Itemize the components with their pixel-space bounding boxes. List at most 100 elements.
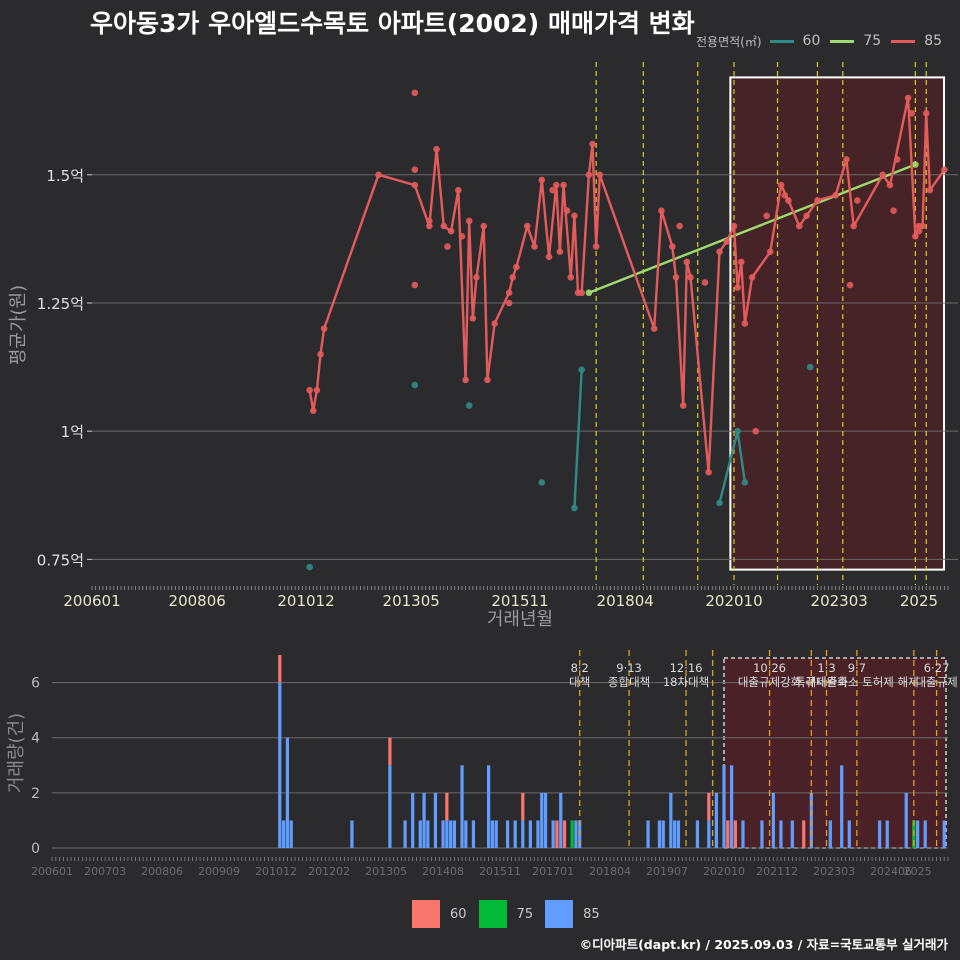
- legend-bottom-label-60: 60: [450, 906, 467, 922]
- series-85-point: [440, 222, 448, 230]
- x-axis-title: 거래년월: [487, 609, 553, 630]
- x-tick-label: 2025: [900, 592, 938, 610]
- volume-bar-60: [555, 820, 559, 848]
- policy-annotation-line: 대출규제강화: [738, 675, 802, 689]
- volume-x-tick-label: 201012: [255, 865, 297, 878]
- volume-x-tick-label: 200703: [84, 865, 126, 878]
- series-85-point: [444, 243, 451, 250]
- volume-bar-85: [460, 765, 464, 848]
- volume-bar-60: [726, 820, 730, 848]
- volume-bar-85: [494, 820, 498, 848]
- series-85-point: [912, 233, 919, 240]
- highlight-region: [729, 76, 945, 571]
- volume-x-tick-label: 200909: [198, 865, 240, 878]
- volume-bar-60: [802, 820, 806, 848]
- legend-bottom-swatch-75: [478, 900, 507, 928]
- volume-x-tick-label: 2025: [904, 865, 932, 878]
- series-85-point: [589, 140, 596, 148]
- volume-bar-60: [388, 737, 392, 766]
- y-tick-label: 1.5억: [46, 167, 84, 185]
- series-85-point: [890, 207, 897, 214]
- legend-bottom-item-60: 60: [412, 900, 467, 928]
- policy-annotation-line: 18차대책: [663, 675, 709, 689]
- volume-bar-85: [278, 682, 282, 848]
- volume-bar-85: [513, 820, 517, 848]
- volume-bar-85: [426, 820, 430, 848]
- volume-bar-85: [486, 765, 491, 848]
- series-85-point: [491, 320, 498, 327]
- series-85-point: [375, 171, 382, 179]
- x-tick-label: 202303: [811, 592, 868, 610]
- series-60-point: [806, 363, 814, 371]
- policy-annotation-line: 1·3: [817, 661, 835, 675]
- volume-bar-85: [676, 820, 681, 848]
- volume-bar-85: [285, 737, 290, 848]
- series-75-line: [588, 163, 916, 294]
- series-60-point: [571, 504, 578, 512]
- volume-bar-85: [673, 820, 677, 848]
- series-85-point: [908, 109, 916, 117]
- series-85-point: [585, 171, 593, 179]
- series-85-point: [505, 299, 513, 307]
- volume-x-tick-label: 201305: [365, 865, 407, 878]
- volume-bar-85: [441, 820, 445, 848]
- series-85-point: [687, 274, 694, 281]
- volume-bar-85: [885, 820, 889, 848]
- series-85-point: [484, 376, 491, 384]
- legend-line-60: [769, 39, 794, 43]
- series-85-point: [596, 171, 604, 179]
- series-85-point: [650, 325, 658, 332]
- x-tick-label: 201305: [383, 592, 440, 610]
- volume-x-tick-label: 202010: [703, 865, 745, 878]
- legend-bottom-swatch-85: [545, 900, 574, 928]
- series-85-point: [531, 243, 538, 250]
- volume-bar-60: [278, 655, 282, 683]
- series-60-point: [465, 402, 473, 409]
- volume-bar-85: [445, 820, 449, 848]
- volume-y-axis-title: 거래량(건): [6, 713, 27, 793]
- volume-bar-85: [289, 820, 293, 848]
- series-85-point: [785, 197, 792, 204]
- series-85-point: [850, 222, 857, 230]
- volume-bar-60: [445, 792, 449, 821]
- series-85-point: [737, 258, 745, 266]
- policy-annotation-label: 8·2 대책: [569, 661, 590, 689]
- series-85-point: [669, 243, 676, 250]
- volume-bar-85: [707, 820, 711, 848]
- series-85-point: [679, 402, 687, 409]
- y-tick-label: 1억: [61, 423, 84, 441]
- volume-y-tick-label: 4: [31, 731, 40, 747]
- volume-x-tick-label: 201202: [308, 865, 350, 878]
- series-85-point: [426, 222, 433, 230]
- policy-annotation-label: 10·26 대출규제강화: [738, 661, 802, 689]
- series-85-point: [465, 217, 473, 225]
- series-85-point: [523, 222, 531, 230]
- series-85-point: [578, 289, 585, 297]
- chart-title: 우아동3가 우아엘드수목토 아파트(2002) 매매가격 변화: [90, 9, 695, 38]
- series-85-point: [545, 253, 553, 261]
- series-85-point: [846, 281, 854, 289]
- legend-bottom-label-75: 75: [516, 906, 534, 922]
- series-85-point: [723, 238, 731, 245]
- series-85-point: [705, 468, 712, 476]
- series-85-point: [462, 376, 469, 384]
- volume-bar-85: [574, 820, 578, 848]
- series-85-point: [552, 181, 560, 189]
- volume-bar-85: [722, 765, 726, 848]
- series-85-point: [317, 350, 324, 358]
- series-60-point: [411, 381, 419, 389]
- volume-x-tick-label: 201511: [479, 865, 521, 878]
- volume-bar-85: [878, 820, 882, 848]
- volume-bar-85: [760, 820, 764, 848]
- series-85-point: [730, 222, 738, 230]
- volume-bar-85: [540, 792, 544, 848]
- series-85-point: [306, 386, 313, 394]
- series-85-point: [320, 325, 328, 332]
- volume-bar-85: [422, 792, 426, 848]
- volume-bar-85: [411, 792, 415, 848]
- volume-bar-85: [543, 792, 548, 848]
- volume-bar-85: [904, 792, 908, 848]
- series-85-point: [915, 227, 923, 235]
- volume-bar-85: [281, 820, 286, 848]
- series-85-point: [701, 279, 709, 286]
